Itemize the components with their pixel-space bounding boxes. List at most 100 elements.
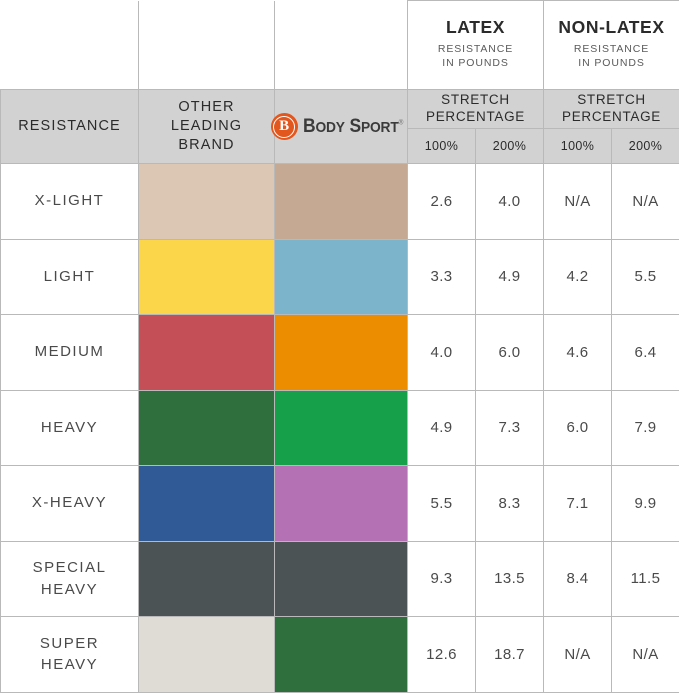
cell-other-brand-swatch [139, 315, 275, 391]
cell-latex-200: 4.9 [476, 239, 544, 315]
cell-non-latex-200: 7.9 [612, 390, 679, 466]
group-subtitle-non-latex-line1: RESISTANCE [550, 42, 673, 56]
stretch-label-non-latex-line2: PERCENTAGE [562, 109, 661, 124]
column-header-latex-100: 100% [408, 129, 476, 164]
stretch-percentage-header-non-latex: STRETCH PERCENTAGE [544, 90, 679, 129]
cell-other-brand-swatch [139, 617, 275, 693]
cell-non-latex-100: 7.1 [544, 466, 612, 542]
bodysport-logo-letter: B [279, 119, 289, 134]
cell-latex-200: 8.3 [476, 466, 544, 542]
resistance-label-line1: HEAVY [41, 419, 98, 436]
cell-non-latex-100: N/A [544, 164, 612, 240]
cell-bodysport-swatch [275, 466, 408, 542]
column-header-latex-200: 200% [476, 129, 544, 164]
cell-bodysport-swatch [275, 390, 408, 466]
cell-other-brand-swatch [139, 164, 275, 240]
group-header-non-latex: NON-LATEX RESISTANCE IN POUNDS [544, 1, 679, 90]
cell-non-latex-100: 4.2 [544, 239, 612, 315]
cell-resistance: LIGHT [1, 239, 139, 315]
cell-bodysport-swatch [275, 239, 408, 315]
bodysport-logo-wordmark: BODY SPORT® [303, 114, 403, 139]
group-header-row: LATEX RESISTANCE IN POUNDS NON-LATEX RES… [1, 1, 679, 90]
cell-non-latex-200: 11.5 [612, 541, 679, 617]
cell-resistance: X-LIGHT [1, 164, 139, 240]
logo-word-s: S [349, 116, 360, 137]
cell-bodysport-swatch [275, 617, 408, 693]
cell-latex-100: 4.9 [408, 390, 476, 466]
cell-latex-100: 4.0 [408, 315, 476, 391]
cell-non-latex-100: 8.4 [544, 541, 612, 617]
cell-latex-100: 12.6 [408, 617, 476, 693]
cell-latex-100: 2.6 [408, 164, 476, 240]
cell-bodysport-swatch [275, 315, 408, 391]
resistance-label-line1: SUPER [40, 635, 99, 652]
stretch-percentage-header-latex: STRETCH PERCENTAGE [408, 90, 544, 129]
cell-non-latex-200: 9.9 [612, 466, 679, 542]
table-row: X-HEAVY 5.5 8.3 7.1 9.9 [1, 466, 679, 542]
column-header-resistance: RESISTANCE [1, 90, 139, 164]
logo-trademark: ® [398, 120, 403, 127]
header-spacer-resistance [1, 1, 139, 90]
cell-resistance: HEAVY [1, 390, 139, 466]
cell-resistance: X-HEAVY [1, 466, 139, 542]
group-subtitle-latex-line2: IN POUNDS [414, 56, 537, 70]
resistance-label-line1: MEDIUM [35, 343, 105, 360]
resistance-comparison-table: LATEX RESISTANCE IN POUNDS NON-LATEX RES… [0, 0, 679, 679]
resistance-label-line2: HEAVY [41, 656, 98, 673]
column-header-row: RESISTANCE OTHER LEADING BRAND B BODY SP… [1, 90, 679, 129]
cell-resistance: SUPER HEAVY [1, 617, 139, 693]
cell-bodysport-swatch [275, 164, 408, 240]
cell-bodysport-swatch [275, 541, 408, 617]
cell-other-brand-swatch [139, 466, 275, 542]
table-row: X-LIGHT 2.6 4.0 N/A N/A [1, 164, 679, 240]
cell-other-brand-swatch [139, 541, 275, 617]
column-header-non-latex-100: 100% [544, 129, 612, 164]
resistance-label-line1: SPECIAL [33, 559, 107, 576]
stretch-label-latex-line1: STRETCH [441, 92, 510, 107]
cell-resistance: MEDIUM [1, 315, 139, 391]
cell-non-latex-100: 4.6 [544, 315, 612, 391]
logo-word-port: PORT [361, 119, 399, 136]
cell-latex-200: 18.7 [476, 617, 544, 693]
logo-word-b: B [303, 116, 315, 137]
group-subtitle-non-latex-line2: IN POUNDS [550, 56, 673, 70]
table-row: SPECIAL HEAVY 9.3 13.5 8.4 11.5 [1, 541, 679, 617]
cell-latex-200: 13.5 [476, 541, 544, 617]
table-row: HEAVY 4.9 7.3 6.0 7.9 [1, 390, 679, 466]
stretch-label-latex-line2: PERCENTAGE [426, 109, 525, 124]
cell-resistance: SPECIAL HEAVY [1, 541, 139, 617]
cell-non-latex-200: N/A [612, 164, 679, 240]
resistance-label-line1: X-HEAVY [32, 494, 107, 511]
cell-non-latex-200: 5.5 [612, 239, 679, 315]
logo-word-ody: ODY [315, 119, 344, 136]
column-header-other-leading-brand: OTHER LEADING BRAND [139, 90, 275, 164]
cell-latex-100: 3.3 [408, 239, 476, 315]
cell-latex-200: 6.0 [476, 315, 544, 391]
group-subtitle-latex-line1: RESISTANCE [414, 42, 537, 56]
resistance-label-line1: LIGHT [44, 268, 96, 285]
other-brand-line-3: BRAND [178, 137, 234, 153]
cell-non-latex-100: N/A [544, 617, 612, 693]
bodysport-logo-icon: B [271, 113, 298, 140]
cell-latex-100: 9.3 [408, 541, 476, 617]
resistance-label-line1: X-LIGHT [35, 192, 105, 209]
group-title-latex: LATEX [414, 18, 537, 36]
group-header-latex: LATEX RESISTANCE IN POUNDS [408, 1, 544, 90]
cell-latex-200: 7.3 [476, 390, 544, 466]
header-spacer-bodysport [275, 1, 408, 90]
other-brand-line-1: OTHER [178, 99, 234, 115]
table-row: MEDIUM 4.0 6.0 4.6 6.4 [1, 315, 679, 391]
header-spacer-other-brand [139, 1, 275, 90]
cell-latex-100: 5.5 [408, 466, 476, 542]
column-header-bodysport: B BODY SPORT® [275, 90, 408, 164]
group-title-non-latex: NON-LATEX [550, 18, 673, 36]
column-header-non-latex-200: 200% [612, 129, 679, 164]
cell-latex-200: 4.0 [476, 164, 544, 240]
cell-other-brand-swatch [139, 239, 275, 315]
cell-other-brand-swatch [139, 390, 275, 466]
cell-non-latex-100: 6.0 [544, 390, 612, 466]
stretch-label-non-latex-line1: STRETCH [577, 92, 646, 107]
resistance-label-line2: HEAVY [41, 581, 98, 598]
